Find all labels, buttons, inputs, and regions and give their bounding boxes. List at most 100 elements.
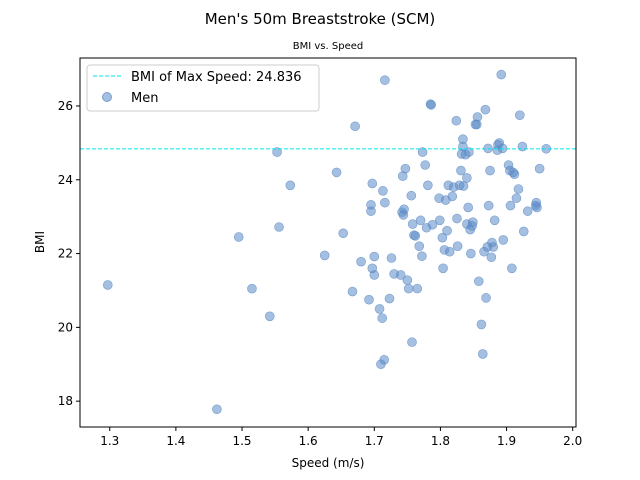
data-point [489, 215, 500, 226]
data-point [509, 169, 520, 180]
data-point [532, 202, 542, 213]
data-point [285, 180, 296, 191]
legend: BMI of Max Speed: 24.836 Men [86, 64, 320, 112]
data-point [462, 173, 472, 183]
x-axis-ticks: 1.3 1.4 1.5 1.6 1.7 1.8 1.9 2.0 [100, 427, 582, 448]
data-point [402, 275, 413, 285]
data-point [480, 104, 491, 115]
x-tick-label: 2.0 [563, 434, 582, 448]
chart-title: Men's 50m Breaststroke (SCM) [205, 10, 436, 28]
x-tick-label: 1.3 [100, 434, 119, 448]
data-point [483, 143, 493, 154]
data-point [485, 165, 495, 176]
data-point [379, 355, 390, 365]
data-point [481, 293, 491, 303]
data-point [350, 121, 360, 132]
x-tick-label: 1.4 [166, 434, 185, 448]
data-point [456, 165, 466, 176]
data-point [399, 204, 409, 215]
data-point [534, 163, 545, 174]
data-point [496, 69, 507, 80]
data-point [513, 184, 524, 194]
data-point [233, 232, 244, 242]
data-point [473, 276, 484, 287]
data-point [274, 222, 284, 232]
x-tick-label: 1.6 [299, 434, 318, 448]
data-point [518, 226, 529, 237]
data-point [380, 197, 390, 208]
data-point [423, 180, 433, 191]
legend-men-marker [102, 92, 112, 102]
legend-men-label: Men [131, 91, 158, 106]
data-point [511, 193, 522, 204]
data-point [400, 163, 411, 174]
data-point [464, 147, 474, 157]
data-point [212, 404, 222, 415]
data-point [426, 100, 436, 110]
data-point [447, 191, 458, 202]
data-points [102, 69, 552, 415]
data-point [444, 246, 455, 257]
data-point [374, 304, 385, 314]
data-point [407, 219, 418, 229]
data-point [451, 115, 462, 126]
plot-area-frame [79, 57, 577, 428]
data-point [488, 242, 499, 252]
data-point [514, 110, 525, 120]
legend-box [86, 64, 320, 112]
y-tick-label: 22 [58, 247, 73, 261]
chart-subtitle: BMI vs. Speed [293, 41, 363, 52]
data-point [414, 241, 425, 251]
data-point [410, 231, 421, 241]
x-axis-label: Speed (m/s) [292, 456, 365, 470]
data-point [272, 147, 282, 157]
y-axis-label: BMI [33, 231, 47, 253]
data-point [403, 283, 414, 294]
data-point [356, 256, 366, 267]
data-point [452, 241, 463, 251]
data-point [417, 251, 427, 261]
data-point [264, 311, 275, 322]
data-point [380, 75, 390, 85]
y-tick-label: 20 [58, 320, 73, 334]
data-point [468, 217, 478, 227]
y-tick-label: 26 [58, 99, 73, 113]
data-point [442, 225, 452, 236]
y-tick-label: 18 [58, 394, 73, 408]
data-point [497, 143, 508, 154]
data-point [384, 293, 395, 304]
data-point [347, 286, 358, 297]
data-point [507, 263, 517, 274]
data-point [367, 178, 378, 189]
y-axis-ticks: 18 20 22 24 26 [58, 99, 80, 408]
data-point [437, 232, 448, 243]
x-tick-label: 1.9 [497, 434, 516, 448]
data-point [102, 280, 113, 290]
data-point [319, 250, 330, 261]
data-point [395, 270, 406, 280]
x-tick-label: 1.5 [232, 434, 251, 448]
data-point [378, 186, 388, 196]
data-point [369, 270, 380, 280]
data-point [477, 349, 488, 359]
data-point [522, 206, 533, 216]
data-point [406, 190, 417, 201]
data-point [407, 337, 417, 347]
data-point [434, 215, 445, 226]
data-point [466, 248, 476, 259]
data-point [377, 313, 388, 323]
x-tick-label: 1.7 [365, 434, 384, 448]
data-point [369, 251, 380, 262]
data-point [366, 200, 376, 210]
x-tick-label: 1.8 [431, 434, 450, 448]
data-point [505, 200, 516, 211]
data-point [331, 167, 342, 178]
data-point [472, 112, 483, 122]
data-point [338, 228, 349, 239]
data-point [247, 283, 257, 294]
data-point [364, 294, 374, 305]
data-point [417, 147, 428, 157]
data-point [458, 181, 469, 191]
data-point [463, 202, 474, 213]
